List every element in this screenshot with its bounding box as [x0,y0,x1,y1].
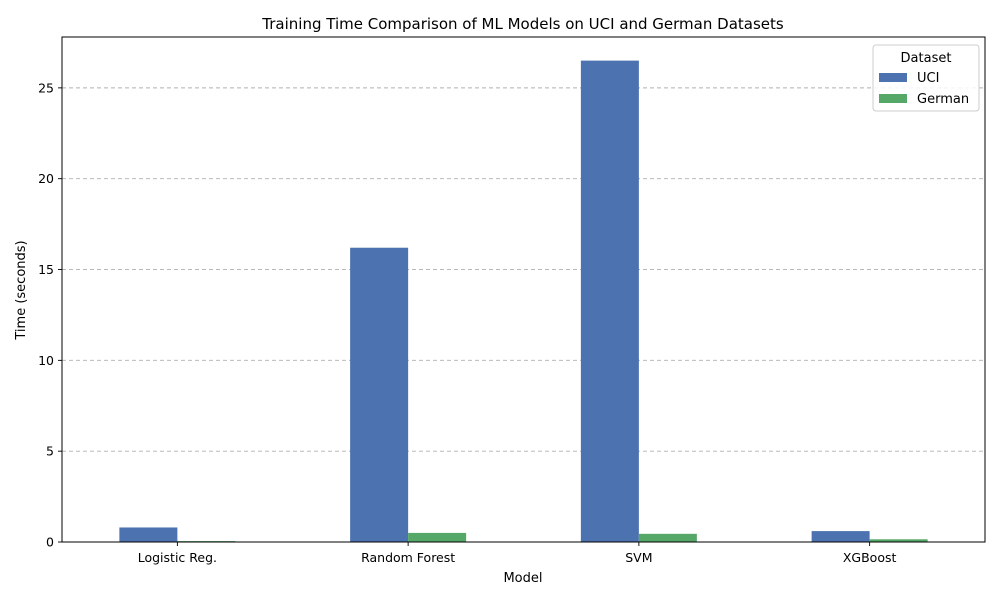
bar-german-1 [408,532,467,542]
legend-swatch-uci [879,73,907,82]
plot-frame [61,36,986,543]
bar-uci-1 [350,247,409,542]
axes-layer: 0 5 10 15 20 25 Logistic Reg. Random Forest SVM X… [38,36,986,565]
bar-german-3 [869,539,928,542]
y-tick-label: 15 [38,262,54,277]
bar-uci-3 [811,531,870,542]
y-tick-label: 25 [38,80,54,95]
x-tick-label: SVM [625,550,652,565]
y-tick-label: 0 [46,535,54,550]
y-axis-label: Time (seconds) [14,240,29,340]
bar-uci-0 [119,527,178,542]
legend-swatch-german [879,94,907,103]
x-tick-label: XGBoost [843,550,897,565]
x-axis-label: Model [503,571,542,586]
bar-german-2 [638,533,697,542]
y-tick-label: 10 [38,353,54,368]
legend-title: Dataset [901,51,952,66]
legend-label-uci: UCI [917,71,939,86]
x-tick-label: Random Forest [361,550,455,565]
x-tick-label: Logistic Reg. [138,550,217,565]
grid-layer [62,87,985,452]
bar-uci-2 [580,60,639,542]
legend-label-german: German [917,92,969,107]
y-tick-label: 5 [46,444,54,459]
bars-layer [119,60,928,542]
y-tick-label: 20 [38,171,54,186]
legend: Dataset UCI German [872,44,980,112]
chart-title: Training Time Comparison of ML Models on… [261,15,784,33]
